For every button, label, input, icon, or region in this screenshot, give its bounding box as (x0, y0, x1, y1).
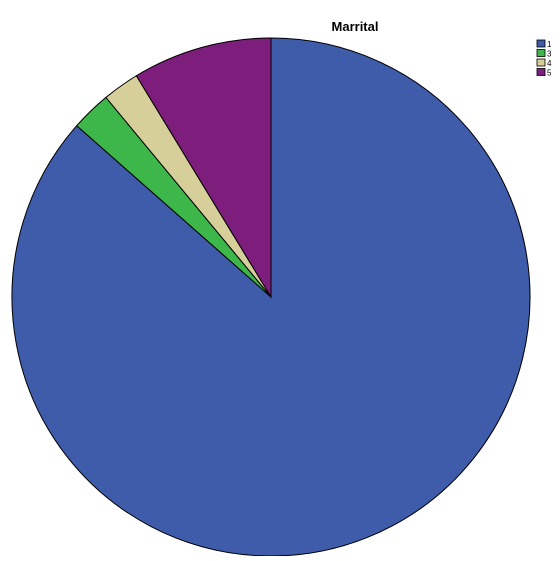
legend-label-4: 4 (547, 59, 552, 68)
pie-slices (11, 37, 531, 557)
legend-label-1: 1 (547, 40, 552, 49)
legend-label-5: 5 (547, 69, 552, 78)
legend-swatch-4 (536, 58, 546, 67)
legend-label-3: 3 (547, 50, 552, 59)
chart-title: Marrital (332, 19, 379, 34)
legend-swatch-5 (536, 68, 546, 76)
legend-swatch-1 (536, 39, 546, 48)
legend-swatch-3 (536, 49, 546, 57)
pie-slice-5 (135, 37, 272, 299)
